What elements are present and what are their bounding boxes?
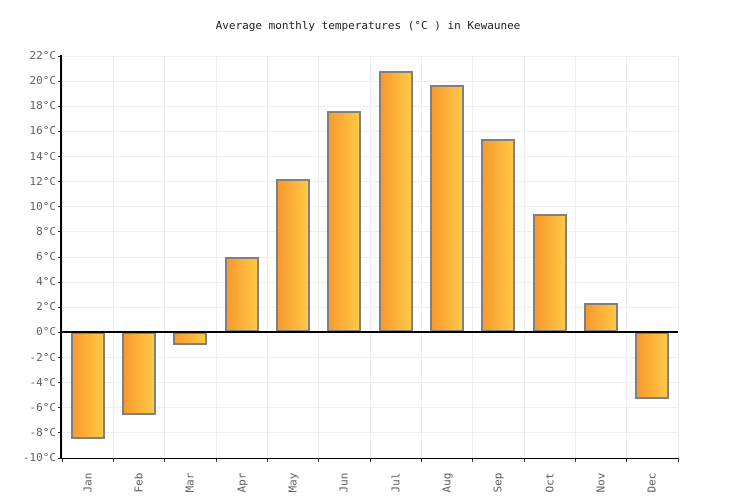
gridline-vertical bbox=[266, 56, 268, 458]
bar-mar bbox=[173, 332, 208, 345]
y-axis-tick-label: 14°C bbox=[29, 149, 57, 163]
x-axis-tick-label: Sep bbox=[491, 472, 505, 493]
y-axis-tick-label: 2°C bbox=[36, 300, 56, 314]
y-axis-tick-label: 10°C bbox=[29, 199, 57, 213]
y-axis-tick-label: 6°C bbox=[36, 250, 56, 263]
y-axis-tick-label: -6°C bbox=[29, 400, 57, 414]
x-axis-tick bbox=[61, 458, 63, 462]
x-axis-tick-label: Feb bbox=[132, 472, 146, 493]
y-axis-tick-label: 8°C bbox=[36, 224, 56, 238]
chart-title: Average monthly temperatures (°C ) in Ke… bbox=[215, 19, 521, 32]
bar-feb bbox=[122, 332, 156, 416]
bar-aug bbox=[430, 84, 464, 333]
x-axis-tick-label: Apr bbox=[235, 472, 249, 493]
y-axis-tick-label: 4°C bbox=[36, 275, 56, 289]
x-axis-tick bbox=[164, 458, 166, 462]
gridline-vertical bbox=[420, 56, 422, 458]
x-axis-tick bbox=[626, 458, 628, 462]
zero-line bbox=[60, 331, 678, 334]
bar-sep bbox=[481, 138, 516, 333]
x-axis-tick-label: Dec bbox=[645, 472, 659, 493]
gridline-vertical bbox=[523, 56, 525, 458]
x-axis-tick bbox=[369, 458, 371, 462]
x-axis-tick-label: Jan bbox=[81, 472, 95, 493]
y-axis-tick-label: 22°C bbox=[29, 49, 57, 62]
gridline-vertical bbox=[574, 56, 576, 458]
y-axis-tick-label: -4°C bbox=[29, 375, 57, 389]
y-axis-tick-label: 12°C bbox=[29, 174, 57, 188]
bar-jul bbox=[378, 71, 413, 333]
bar-jan bbox=[70, 332, 105, 440]
gridline-vertical bbox=[112, 56, 114, 458]
x-axis-tick-label: Aug bbox=[440, 472, 454, 493]
gridline-vertical bbox=[677, 56, 679, 458]
x-axis-tick bbox=[472, 458, 474, 462]
gridline-vertical bbox=[215, 56, 217, 458]
gridline-vertical bbox=[626, 56, 628, 458]
x-axis-tick bbox=[677, 458, 679, 462]
y-axis-tick-label: 16°C bbox=[29, 124, 57, 138]
bar-apr bbox=[224, 257, 259, 333]
y-axis-tick-label: 0°C bbox=[36, 325, 56, 339]
y-axis-tick-label: -8°C bbox=[29, 425, 57, 439]
bar-dec bbox=[635, 332, 670, 399]
x-axis-tick bbox=[574, 458, 576, 462]
x-axis-tick bbox=[266, 458, 268, 462]
x-axis-tick-label: May bbox=[286, 472, 300, 493]
y-axis-tick-label: 20°C bbox=[29, 74, 57, 88]
y-axis-tick-label: -10°C bbox=[22, 451, 56, 464]
bar-may bbox=[276, 179, 310, 333]
x-axis-line bbox=[60, 458, 678, 459]
gridline-vertical bbox=[164, 56, 166, 458]
y-axis-tick-label: -2°C bbox=[29, 350, 57, 364]
x-axis-tick-label: Jul bbox=[389, 472, 403, 493]
x-axis-tick bbox=[112, 458, 114, 462]
x-axis-tick-label: Mar bbox=[183, 472, 197, 493]
y-axis-line bbox=[60, 55, 62, 459]
gridline-vertical bbox=[61, 56, 63, 458]
gridline-vertical bbox=[472, 56, 474, 458]
bar-jun bbox=[327, 111, 362, 333]
gridline-vertical bbox=[369, 56, 371, 458]
x-axis-tick-label: Oct bbox=[543, 472, 557, 493]
x-axis-tick bbox=[215, 458, 217, 462]
x-axis-tick bbox=[420, 458, 422, 462]
bar-nov bbox=[584, 303, 618, 333]
gridline-vertical bbox=[318, 56, 320, 458]
x-axis-tick-label: Nov bbox=[594, 472, 608, 493]
bar-oct bbox=[532, 214, 567, 333]
x-axis-tick bbox=[523, 458, 525, 462]
x-axis-tick-label: Jun bbox=[337, 472, 351, 493]
y-axis-tick-label: 18°C bbox=[29, 99, 57, 113]
x-axis-tick bbox=[318, 458, 320, 462]
